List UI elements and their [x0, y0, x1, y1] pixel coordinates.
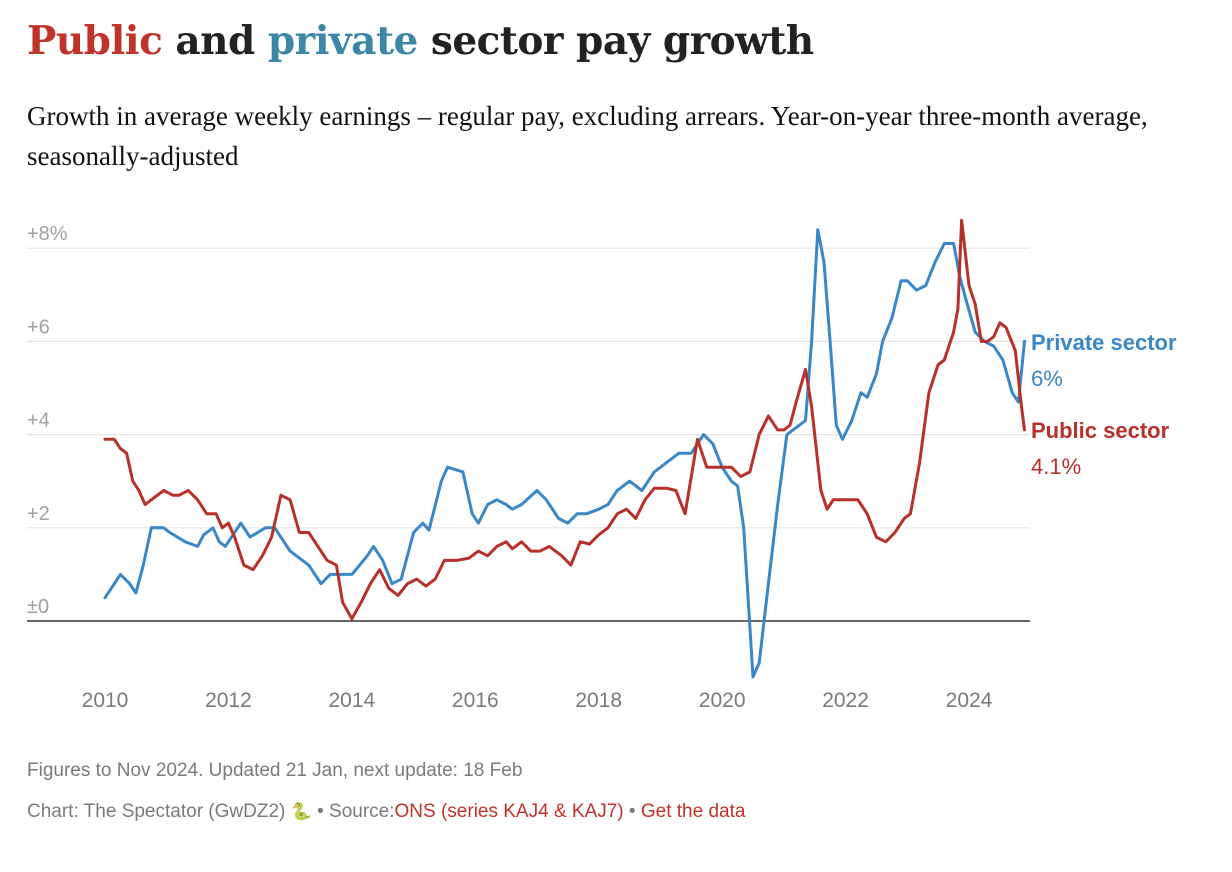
private-sector-line: [103, 228, 1026, 679]
private-sector-label: Private sector: [1031, 330, 1177, 355]
x-axis-ticks: 2010 2012 2014 2016 2018 2020 2022 2024: [82, 689, 993, 712]
credit-text: Chart: The Spectator (GwDZ2): [27, 801, 286, 822]
line-chart: ±0 +2 +4 +6 +8% 2010 2012 2014 2016 2018 2020 2022…: [27, 218, 1177, 712]
x-tick-label: 2012: [205, 689, 252, 712]
y-tick-label: +6: [27, 316, 50, 338]
y-tick-label: ±0: [27, 596, 49, 618]
y-tick-label: +8%: [27, 223, 68, 245]
gridlines: [27, 247, 1030, 622]
get-the-data-link[interactable]: Get the data: [640, 801, 746, 822]
y-tick-label: +2: [27, 503, 50, 525]
source-label: Source:: [329, 801, 395, 822]
x-tick-label: 2020: [699, 689, 746, 712]
chart-title: Public and private sector pay growth: [27, 18, 814, 64]
chart-subtitle: Growth in average weekly earnings – regu…: [27, 101, 1148, 171]
series-lines: [103, 218, 1026, 679]
public-sector-line: [103, 218, 1026, 621]
x-tick-label: 2016: [452, 689, 499, 712]
snake-icon: 🐍: [290, 802, 312, 821]
title-rest: sector pay growth: [417, 18, 814, 64]
title-private: private: [267, 18, 418, 64]
private-sector-value: 6%: [1031, 366, 1063, 391]
public-sector-label: Public sector: [1031, 418, 1170, 443]
x-tick-label: 2022: [822, 689, 869, 712]
x-tick-label: 2010: [82, 689, 129, 712]
x-tick-label: 2014: [328, 689, 375, 712]
chart-notes: Figures to Nov 2024. Updated 21 Jan, nex…: [27, 760, 523, 781]
public-sector-value: 4.1%: [1031, 454, 1081, 479]
separator: •: [317, 801, 324, 822]
y-axis-ticks: ±0 +2 +4 +6 +8%: [27, 223, 68, 618]
title-public: Public: [27, 18, 163, 64]
source-link[interactable]: ONS (series KAJ4 & KAJ7): [394, 801, 624, 822]
y-tick-label: +4: [27, 410, 50, 432]
x-tick-label: 2018: [575, 689, 622, 712]
title-and: and: [162, 18, 268, 64]
series-end-labels: Private sector 6% Public sector 4.1%: [1031, 330, 1177, 479]
separator: •: [628, 801, 636, 822]
x-tick-label: 2024: [946, 689, 993, 712]
chart-credits: Chart: The Spectator (GwDZ2) 🐍 • Source:…: [27, 801, 745, 823]
